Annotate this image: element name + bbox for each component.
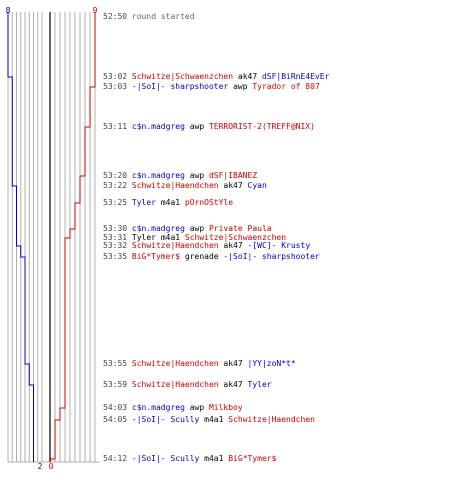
- killer-name: c$n.madgreg: [131, 122, 190, 131]
- victim-name: dSF|IBANEZ: [208, 171, 258, 180]
- killer-name: -|SoI|- Scully: [131, 454, 205, 463]
- event-row: 54:03 c$n.madgreg awp Milkboy: [103, 403, 243, 412]
- blue-start-count-label: 8: [6, 6, 11, 15]
- event-time: 53:22: [103, 181, 132, 190]
- event-text: round started: [131, 12, 195, 21]
- weapon-name: m4a1: [204, 415, 229, 424]
- weapon-name: grenade: [184, 252, 224, 261]
- blue-team-line: [7, 12, 34, 462]
- killer-name: c$n.madgreg: [131, 171, 190, 180]
- red-end-count-label: 0: [49, 462, 54, 471]
- event-row: 53:03 -|SoI|- sharpshooter awp Tyrador o…: [103, 82, 320, 91]
- event-row: 54:12 -|SoI|- Scully m4a1 BiG*Tymer$: [103, 454, 276, 463]
- victim-name: TERRORIST-2(TREFF@NIX): [208, 122, 315, 131]
- killer-name: c$n.madgreg: [131, 224, 190, 233]
- event-row: 53:32 Schwitze|Haendchen ak47 -[WC]- Kru…: [103, 241, 310, 250]
- victim-name: Tyrador of 807: [252, 82, 320, 91]
- event-time: 53:55: [103, 359, 132, 368]
- killer-name: BiG*Tymer$: [131, 252, 185, 261]
- weapon-name: m4a1: [204, 454, 229, 463]
- event-row: 53:31 Tyler m4a1 Schwitze|Schwaenzchen: [103, 233, 286, 242]
- killer-name: Tyler: [131, 198, 161, 207]
- event-time: 53:32: [103, 241, 132, 250]
- weapon-name: ak47: [237, 72, 262, 81]
- red-start-count-label: 9: [93, 6, 98, 15]
- event-time: 53:11: [103, 122, 132, 131]
- killer-name: Schwitze|Haendchen: [131, 380, 224, 389]
- event-row: 53:55 Schwitze|Haendchen ak47 |YY|zoN*t*: [103, 359, 296, 368]
- weapon-name: ak47: [223, 359, 248, 368]
- red-team-line: [49, 12, 96, 462]
- event-row: 53:25 Tyler m4a1 pOrnOStYle: [103, 198, 233, 207]
- killer-name: Schwitze|Haendchen: [131, 241, 224, 250]
- killer-name: -|SoI|- Scully: [131, 415, 205, 424]
- event-row: 54:05 -|SoI|- Scully m4a1 Schwitze|Haend…: [103, 415, 315, 424]
- weapon-name: m4a1: [160, 198, 185, 207]
- weapon-name: awp: [189, 224, 209, 233]
- killer-name: Schwitze|Haendchen: [131, 181, 224, 190]
- victim-name: dSF|BiRnE4EvEr: [261, 72, 330, 81]
- killer-name: -|SoI|- sharpshooter: [131, 82, 234, 91]
- victim-name: Milkboy: [208, 403, 243, 412]
- event-time: 53:20: [103, 171, 132, 180]
- event-time: 53:35: [103, 252, 132, 261]
- killer-name: c$n.madgreg: [131, 403, 190, 412]
- event-row: 53:20 c$n.madgreg awp dSF|IBANEZ: [103, 171, 257, 180]
- weapon-name: awp: [189, 122, 209, 131]
- event-row: 53:22 Schwitze|Haendchen ak47 Cyan: [103, 181, 267, 190]
- victim-name: Cyan: [247, 181, 267, 190]
- event-row: 53:30 c$n.madgreg awp Private Paula: [103, 224, 272, 233]
- victim-name: Schwitze|Haendchen: [228, 415, 315, 424]
- blue-end-count-label: 2: [38, 462, 43, 471]
- event-time: 53:02: [103, 72, 132, 81]
- weapon-name: ak47: [223, 380, 248, 389]
- event-row: 53:59 Schwitze|Haendchen ak47 Tyler: [103, 380, 272, 389]
- event-time: 53:03: [103, 82, 132, 91]
- weapon-name: awp: [189, 403, 209, 412]
- killer-name: Tyler: [131, 233, 161, 242]
- event-time: 54:03: [103, 403, 132, 412]
- weapon-name: m4a1: [160, 233, 185, 242]
- event-row: 53:02 Schwitze|Schwaenzchen ak47 dSF|BiR…: [103, 72, 329, 81]
- weapon-name: ak47: [223, 241, 248, 250]
- weapon-name: awp: [233, 82, 253, 91]
- event-time: 54:12: [103, 454, 132, 463]
- weapon-name: awp: [189, 171, 209, 180]
- event-time: 52:50: [103, 12, 128, 21]
- victim-name: Tyler: [247, 380, 272, 389]
- victim-name: BiG*Tymer$: [228, 454, 277, 463]
- victim-name: Private Paula: [208, 224, 272, 233]
- weapon-name: ak47: [223, 181, 248, 190]
- victim-name: |YY|zoN*t*: [247, 359, 296, 368]
- event-row: 53:11 c$n.madgreg awp TERRORIST-2(TREFF@…: [103, 122, 315, 131]
- event-time: 53:25: [103, 198, 132, 207]
- event-time: 54:05: [103, 415, 132, 424]
- gridlines: [7, 12, 96, 462]
- event-time: 53:31: [103, 233, 132, 242]
- victim-name: Schwitze|Schwaenzchen: [184, 233, 287, 242]
- victim-name: -[WC]- Krusty: [247, 241, 311, 250]
- killer-name: Schwitze|Haendchen: [131, 359, 224, 368]
- victim-name: pOrnOStYle: [184, 198, 234, 207]
- event-row: 53:35 BiG*Tymer$ grenade -|SoI|- sharpsh…: [103, 252, 320, 261]
- event-time: 53:59: [103, 380, 132, 389]
- event-time: 53:30: [103, 224, 132, 233]
- event-row-round-start: 52:50 round started: [103, 12, 195, 21]
- killer-name: Schwitze|Schwaenzchen: [131, 72, 238, 81]
- victim-name: -|SoI|- sharpshooter: [223, 252, 320, 261]
